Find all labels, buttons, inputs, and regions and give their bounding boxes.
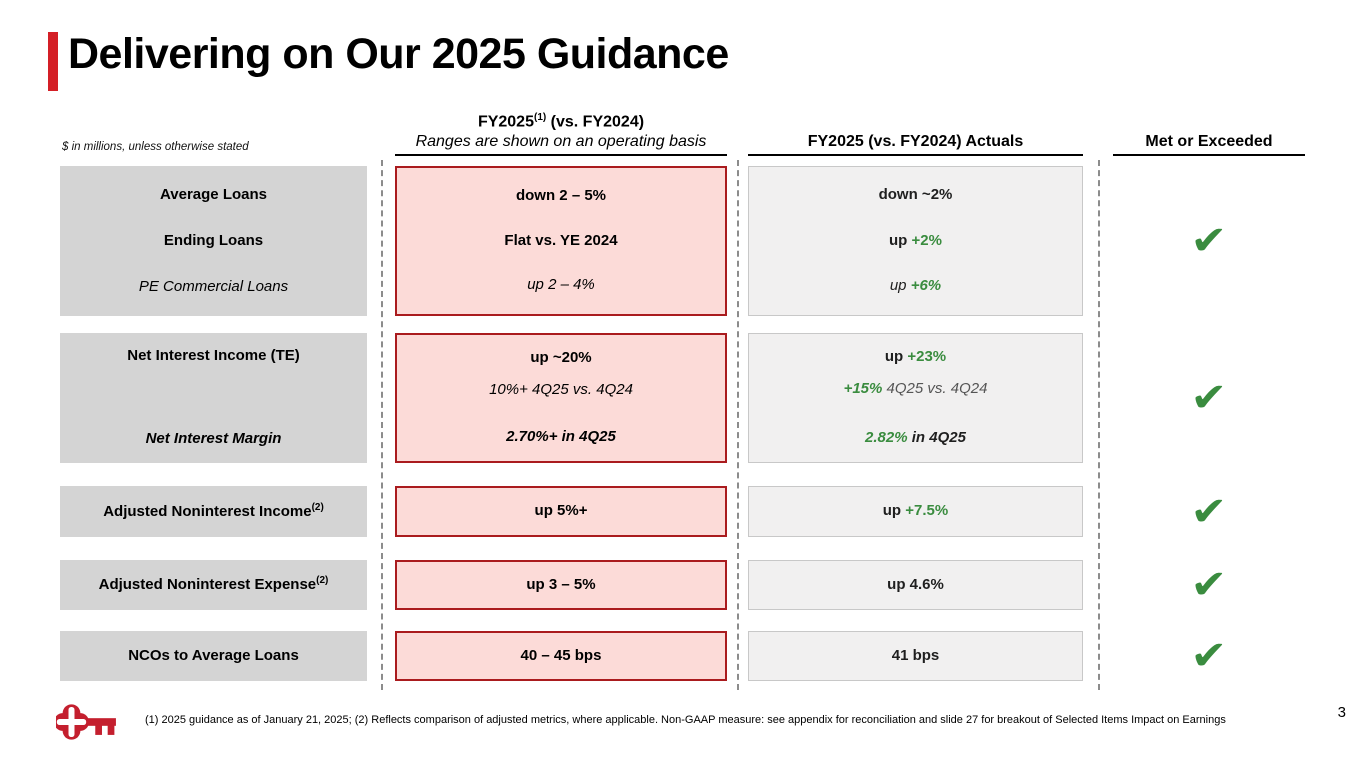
met-column-header: Met or Exceeded	[1113, 104, 1305, 156]
guidance-loans: down 2 – 5% Flat vs. YE 2024 up 2 – 4%	[395, 166, 727, 316]
label-ncos: NCOs to Average Loans	[128, 646, 299, 664]
guidance-noninterest-income: up 5%+	[395, 486, 727, 537]
keycorp-key-logo-icon	[56, 704, 116, 740]
met-cell-ncos: ✔	[1113, 631, 1305, 681]
column-divider-2	[737, 160, 739, 690]
actuals-column-header: FY2025 (vs. FY2024) Actuals	[748, 104, 1083, 156]
guidance-nii-group: up ~20% 10%+ 4Q25 vs. 4Q24	[489, 349, 633, 400]
label-pe-commercial-loans: PE Commercial Loans	[138, 277, 289, 295]
column-divider-3	[1098, 160, 1100, 690]
actual-nii-4q: +15% 4Q25 vs. 4Q24	[843, 379, 988, 397]
guidance-average-loans: down 2 – 5%	[515, 186, 607, 204]
units-note: $ in millions, unless otherwise stated	[62, 141, 249, 153]
row-label-loans: Average Loans Ending Loans PE Commercial…	[60, 166, 367, 316]
guidance-nim: 2.70%+ in 4Q25	[506, 428, 616, 446]
guidance-pe-commercial-loans: up 2 – 4%	[527, 276, 595, 294]
label-net-interest-margin: Net Interest Margin	[145, 430, 282, 448]
guidance-header-subtitle: Ranges are shown on an operating basis	[415, 132, 707, 150]
actual-noninterest-income: up +7.5%	[748, 486, 1083, 537]
guidance-nii-4q: 10%+ 4Q25 vs. 4Q24	[489, 380, 633, 398]
title-accent-bar	[48, 32, 58, 91]
label-noninterest-expense: Adjusted Noninterest Expense(2)	[98, 575, 329, 594]
checkmark-icon: ✔	[1190, 218, 1228, 264]
met-header-title: Met or Exceeded	[1145, 132, 1273, 150]
met-cell-noninterest-expense: ✔	[1113, 560, 1305, 610]
actual-nii-group: up +23% +15% 4Q25 vs. 4Q24	[844, 348, 988, 399]
actual-pe-commercial-loans: up +6%	[889, 276, 942, 294]
row-label-ncos: NCOs to Average Loans	[60, 631, 367, 681]
row-label-noninterest-expense: Adjusted Noninterest Expense(2)	[60, 560, 367, 610]
actuals-header-title: FY2025 (vs. FY2024) Actuals	[807, 132, 1024, 150]
met-cell-loans: ✔	[1113, 166, 1305, 316]
page-title: Delivering on Our 2025 Guidance	[68, 30, 729, 78]
label-net-interest-income: Net Interest Income (TE)	[127, 347, 300, 364]
actual-net-interest: up +23% +15% 4Q25 vs. 4Q24 2.82% in 4Q25	[748, 333, 1083, 463]
label-noninterest-income: Adjusted Noninterest Income(2)	[103, 501, 324, 520]
actual-nii: up +23%	[884, 348, 947, 365]
label-ending-loans: Ending Loans	[163, 231, 264, 249]
actual-nim: 2.82% in 4Q25	[865, 429, 966, 447]
actual-average-loans: down ~2%	[878, 186, 953, 204]
checkmark-icon: ✔	[1190, 633, 1228, 679]
page-number: 3	[1337, 704, 1346, 721]
actual-ending-loans: up +2%	[889, 231, 942, 249]
met-cell-noninterest-income: ✔	[1113, 486, 1305, 537]
label-average-loans: Average Loans	[160, 185, 267, 203]
footnote: (1) 2025 guidance as of January 21, 2025…	[145, 714, 1226, 726]
actual-noninterest-expense: up 4.6%	[748, 560, 1083, 610]
guidance-header-title: FY2025(1) (vs. FY2024)	[477, 112, 645, 131]
checkmark-icon: ✔	[1190, 488, 1228, 535]
guidance-net-interest: up ~20% 10%+ 4Q25 vs. 4Q24 2.70%+ in 4Q2…	[395, 333, 727, 463]
guidance-column-header: FY2025(1) (vs. FY2024) Ranges are shown …	[395, 104, 727, 156]
met-cell-net-interest: ✔	[1113, 333, 1305, 463]
actual-loans: down ~2% up +2% up +6%	[748, 166, 1083, 316]
guidance-noninterest-expense: up 3 – 5%	[395, 560, 727, 610]
row-label-net-interest: Net Interest Income (TE) Net Interest Ma…	[60, 333, 367, 463]
checkmark-icon: ✔	[1190, 375, 1228, 421]
guidance-ending-loans: Flat vs. YE 2024	[504, 231, 618, 249]
row-label-noninterest-income: Adjusted Noninterest Income(2)	[60, 486, 367, 537]
actual-ncos: 41 bps	[748, 631, 1083, 681]
checkmark-icon: ✔	[1190, 562, 1228, 608]
guidance-ncos: 40 – 45 bps	[395, 631, 727, 681]
guidance-nii: up ~20%	[530, 349, 592, 366]
column-divider-1	[381, 160, 383, 690]
